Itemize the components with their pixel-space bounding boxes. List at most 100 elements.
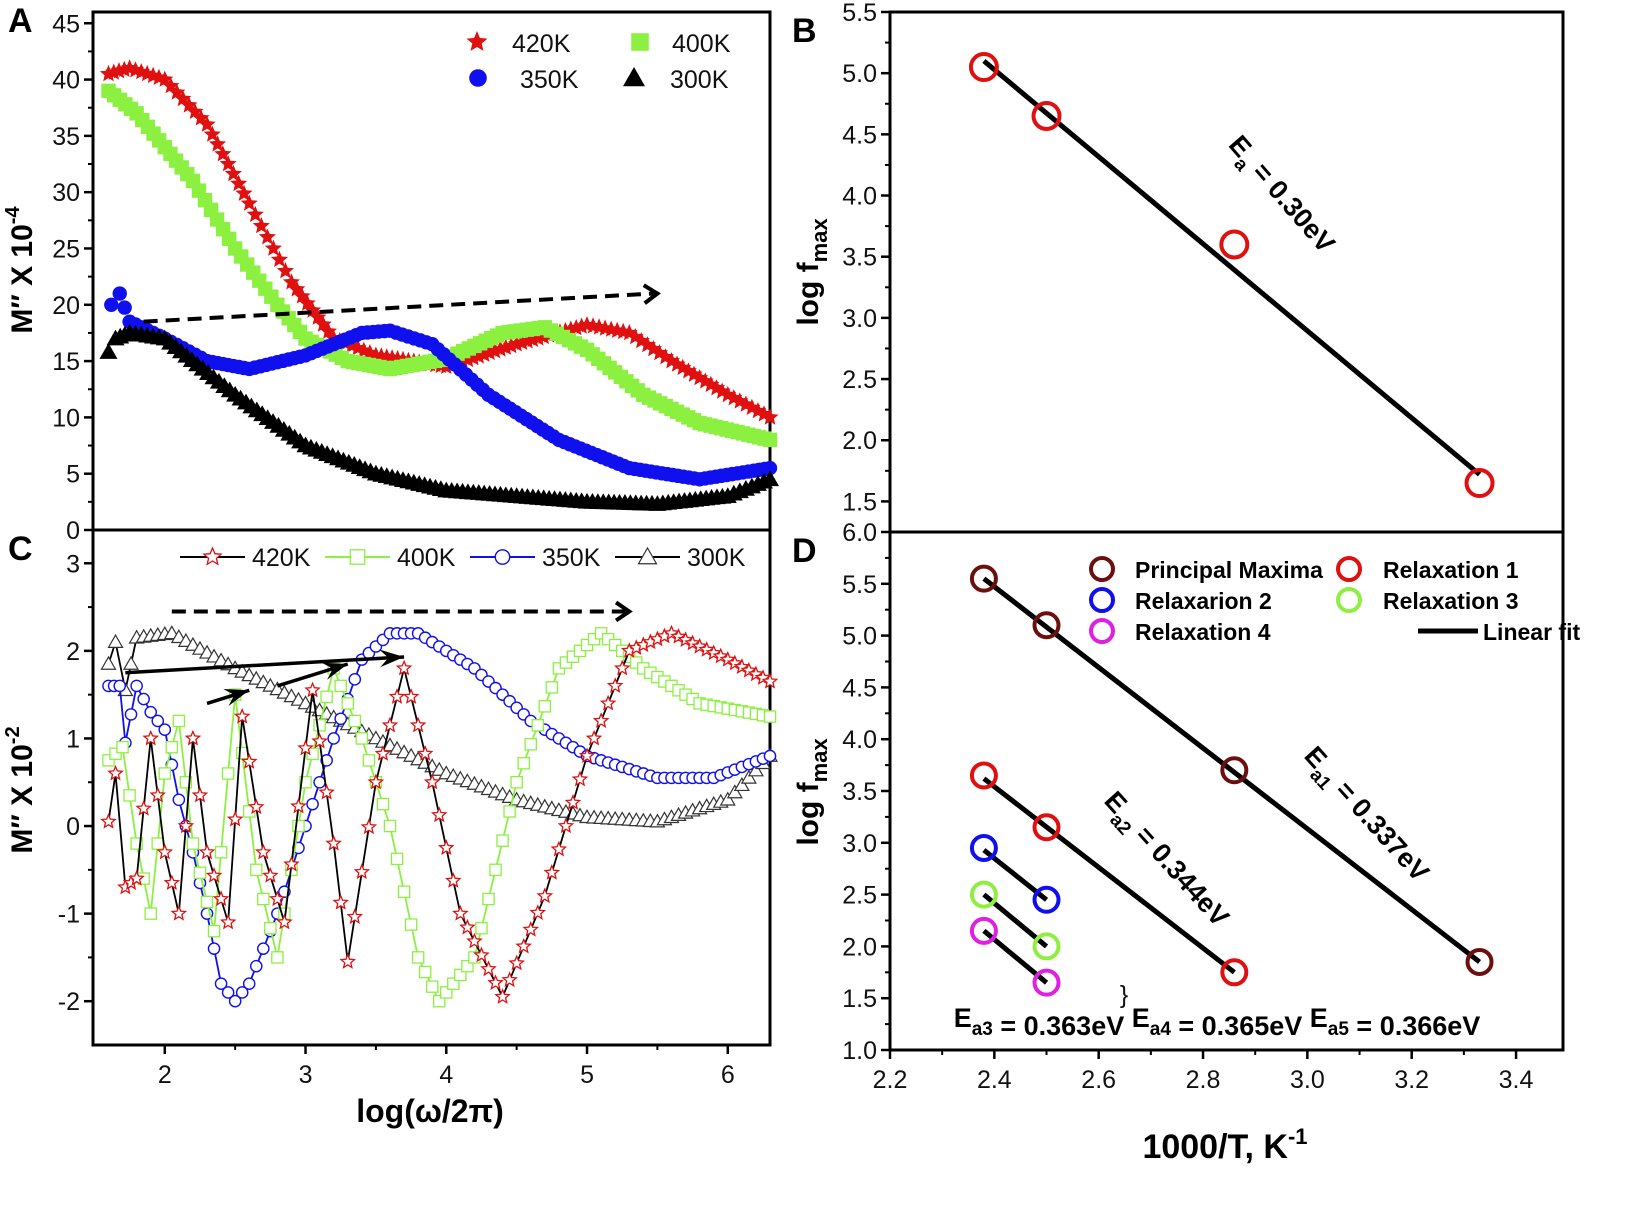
data-point bbox=[306, 747, 319, 761]
data-point bbox=[388, 688, 406, 704]
data-point bbox=[318, 783, 335, 800]
data-point bbox=[144, 705, 158, 719]
legend-label: Relaxarion 2 bbox=[1135, 588, 1272, 614]
ea2-label: Ea2 = 0.344eV bbox=[1093, 786, 1235, 937]
data-point bbox=[466, 932, 483, 949]
legend-label: 350K bbox=[520, 66, 579, 94]
data-point bbox=[230, 174, 248, 191]
ea-rest: = 0.365eV bbox=[1171, 1011, 1310, 1041]
data-point bbox=[257, 892, 270, 906]
x-tick-label: 2.6 bbox=[1081, 1066, 1116, 1094]
x-tick-label: 2 bbox=[158, 1061, 172, 1089]
data-point bbox=[254, 843, 272, 860]
data-point bbox=[224, 164, 242, 182]
data-point bbox=[198, 843, 216, 860]
data-point bbox=[346, 908, 363, 924]
data-point bbox=[445, 872, 462, 888]
data-point bbox=[276, 262, 294, 279]
legend-label: Principal Maxima bbox=[1135, 557, 1323, 583]
data-point bbox=[235, 986, 249, 999]
y-tick-label: 5.5 bbox=[842, 0, 877, 27]
data-point bbox=[440, 986, 453, 999]
y-tick-label: 3.0 bbox=[842, 830, 877, 858]
data-point bbox=[276, 913, 293, 930]
data-point bbox=[515, 937, 532, 954]
x-tick-label: 3.4 bbox=[1499, 1066, 1534, 1094]
data-point bbox=[102, 754, 115, 767]
plot-frame-C bbox=[91, 528, 772, 1047]
legend-label: 420K bbox=[512, 30, 571, 58]
data-point bbox=[496, 834, 509, 847]
data-point bbox=[452, 904, 469, 921]
data-point bbox=[470, 347, 488, 364]
data-point bbox=[151, 714, 165, 728]
data-point bbox=[214, 846, 228, 859]
data-point bbox=[969, 833, 998, 862]
data-point bbox=[431, 806, 448, 823]
data-point bbox=[109, 747, 122, 761]
ea-rest: = 0.366eV bbox=[1349, 1011, 1480, 1041]
data-point bbox=[395, 659, 413, 676]
data-point bbox=[571, 770, 589, 787]
y-label-sup: -2 bbox=[2, 726, 24, 744]
ea-E: E bbox=[1132, 1003, 1150, 1033]
data-point bbox=[353, 863, 371, 880]
legend-label: 350K bbox=[542, 544, 601, 572]
bottom-ea-label: Ea3 = 0.363eV Ea4 = 0.365eV Ea5 = 0.366e… bbox=[954, 1003, 1481, 1041]
data-point bbox=[320, 754, 333, 767]
data-point bbox=[1465, 947, 1494, 976]
ea-rest: = 0.337eV bbox=[1325, 770, 1435, 888]
data-point bbox=[543, 863, 561, 880]
legend-marker bbox=[466, 31, 488, 51]
x-tick-label: 2.8 bbox=[1186, 1066, 1221, 1094]
x-tick-label: 5 bbox=[580, 1061, 594, 1089]
data-point bbox=[969, 880, 998, 909]
data-point bbox=[290, 797, 307, 814]
data-point bbox=[207, 942, 221, 955]
data-point bbox=[264, 239, 282, 256]
data-point bbox=[170, 904, 188, 921]
series-420K bbox=[100, 624, 779, 1004]
y-tick-label: 3.5 bbox=[842, 244, 877, 272]
data-point bbox=[411, 951, 425, 964]
data-point bbox=[969, 564, 998, 593]
y-tick-label: 4.0 bbox=[842, 183, 877, 211]
data-point bbox=[481, 343, 499, 361]
data-point bbox=[763, 710, 777, 723]
data-point bbox=[464, 349, 482, 366]
y-tick-label: 30 bbox=[52, 179, 80, 207]
data-point bbox=[246, 205, 264, 222]
data-point bbox=[123, 789, 136, 802]
data-point bbox=[172, 793, 186, 807]
data-point bbox=[130, 679, 143, 693]
data-point bbox=[116, 740, 129, 754]
solid-arrow-head bbox=[321, 662, 348, 680]
brace: } bbox=[1120, 981, 1128, 1009]
y-tick-label: 10 bbox=[52, 404, 80, 432]
data-point bbox=[327, 732, 340, 745]
solid-arrow-head bbox=[223, 689, 250, 707]
data-point bbox=[130, 837, 143, 850]
data-point bbox=[1219, 229, 1250, 260]
y-axis-label: log fmax bbox=[792, 218, 832, 326]
y-tick-label: 1.5 bbox=[842, 488, 877, 516]
y-tick-label: 20 bbox=[52, 292, 80, 320]
data-point bbox=[228, 994, 242, 1008]
y-tick-label: 2.0 bbox=[842, 427, 877, 455]
data-point bbox=[1032, 932, 1061, 961]
data-point bbox=[685, 365, 703, 382]
data-point bbox=[423, 773, 441, 790]
legend-label: 300K bbox=[670, 66, 729, 94]
data-point bbox=[691, 637, 708, 654]
data-point bbox=[179, 775, 193, 789]
dashed-arrow-head bbox=[614, 600, 633, 623]
data-point bbox=[219, 913, 237, 930]
x-label-sup: -1 bbox=[1288, 1124, 1308, 1149]
data-point bbox=[271, 951, 284, 964]
y-tick-label: 2.5 bbox=[842, 366, 877, 394]
y-axis-label: log fmax bbox=[792, 738, 832, 846]
data-point bbox=[144, 907, 157, 920]
series-350K bbox=[104, 286, 778, 487]
y-label-sub: max bbox=[807, 218, 832, 263]
data-point bbox=[740, 769, 757, 784]
